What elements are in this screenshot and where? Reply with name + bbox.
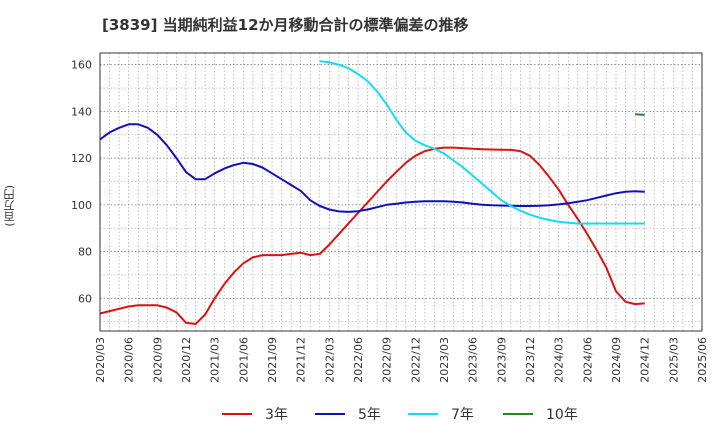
x-tick-label: 2023/06	[467, 337, 480, 383]
legend-label-1: 3年	[265, 407, 288, 423]
y-tick-label: 120	[71, 152, 92, 165]
x-tick-label: 2023/09	[495, 337, 508, 383]
legend-label-2: 5年	[358, 407, 381, 423]
x-tick-label: 2020/12	[180, 337, 193, 383]
legend: 3年 5年 7年 10年	[222, 407, 578, 423]
x-tick-label: 2022/06	[352, 337, 365, 383]
x-tick-label: 2021/03	[209, 337, 222, 383]
x-tick-label: 2022/03	[323, 337, 336, 383]
y-tick-label: 100	[71, 199, 92, 212]
y-tick-label: 80	[78, 246, 92, 259]
legend-label-3: 7年	[451, 407, 474, 423]
series-line-3	[319, 60, 645, 225]
x-tick-labels: 2020/03 2020/06 2020/09 2020/12 2021/03 2021/…	[94, 337, 709, 383]
x-tick-label: 2022/12	[409, 337, 422, 383]
x-tick-label: 2023/03	[438, 337, 451, 383]
y-tick-label: 140	[71, 105, 92, 118]
x-tick-label: 2024/09	[610, 337, 623, 383]
chart-title: [3839] 当期純利益12か月移動合計の標準偏差の推移	[102, 16, 469, 34]
x-tick-label: 2021/06	[237, 337, 250, 383]
x-tick-label: 2024/06	[581, 337, 594, 383]
x-tick-label: 2021/09	[266, 337, 279, 383]
series-layer	[99, 60, 645, 325]
y-tick-label: 160	[71, 59, 92, 72]
x-tick-label: 2020/06	[123, 337, 136, 383]
x-tick-label: 2022/09	[381, 337, 394, 383]
series-line-1	[99, 146, 645, 325]
x-tick-label: 2025/03	[667, 337, 680, 383]
x-tick-label: 2021/12	[295, 337, 308, 383]
x-tick-label: 2024/03	[553, 337, 566, 383]
x-tick-label: 2020/09	[151, 337, 164, 383]
x-tick-label: 2023/12	[524, 337, 537, 383]
y-tick-label: 60	[78, 292, 92, 305]
grid	[100, 53, 702, 331]
y-tick-labels: 60 80 100 120 140 160	[71, 59, 92, 306]
legend-label-4: 10年	[546, 407, 578, 423]
series-line-2	[99, 123, 645, 213]
series-line-4	[635, 113, 645, 116]
x-tick-label: 2020/03	[94, 337, 107, 383]
x-tick-label: 2024/12	[639, 337, 652, 383]
plot-frame	[99, 52, 703, 332]
x-tick-label: 2025/06	[696, 337, 709, 383]
